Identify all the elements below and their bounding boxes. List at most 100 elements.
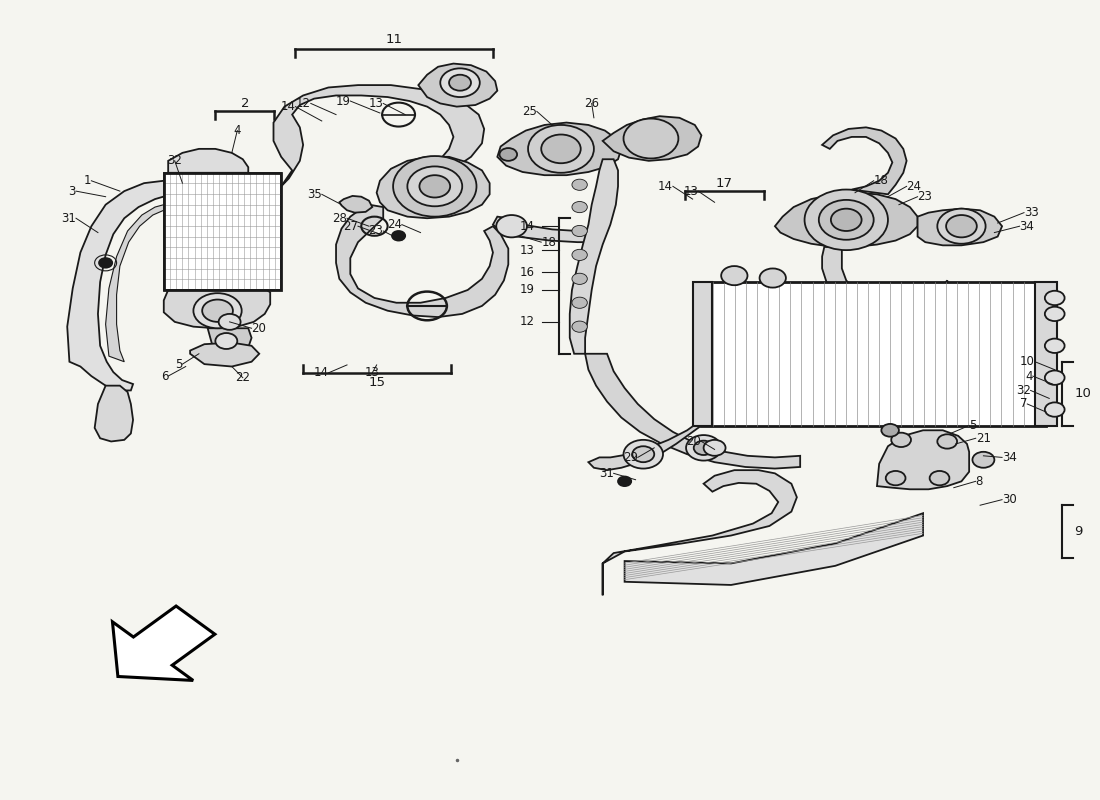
Circle shape bbox=[572, 250, 587, 261]
Circle shape bbox=[704, 440, 726, 456]
Text: 13: 13 bbox=[520, 244, 535, 257]
Text: 27: 27 bbox=[343, 220, 358, 233]
Circle shape bbox=[219, 314, 241, 330]
Circle shape bbox=[496, 215, 527, 238]
Text: 18: 18 bbox=[541, 236, 557, 249]
Text: 24: 24 bbox=[387, 218, 402, 231]
Polygon shape bbox=[376, 157, 490, 218]
Polygon shape bbox=[336, 205, 508, 317]
Polygon shape bbox=[822, 127, 906, 194]
Circle shape bbox=[572, 321, 587, 332]
Text: 5: 5 bbox=[969, 419, 977, 432]
Text: 31: 31 bbox=[598, 467, 614, 480]
Circle shape bbox=[419, 175, 450, 198]
Polygon shape bbox=[497, 122, 621, 175]
Circle shape bbox=[760, 269, 785, 287]
Text: 6: 6 bbox=[161, 370, 168, 382]
Polygon shape bbox=[339, 196, 372, 213]
Polygon shape bbox=[493, 217, 603, 242]
Circle shape bbox=[572, 297, 587, 308]
Circle shape bbox=[618, 477, 631, 486]
Text: 29: 29 bbox=[623, 451, 638, 464]
Circle shape bbox=[881, 424, 899, 437]
Circle shape bbox=[572, 274, 587, 285]
Circle shape bbox=[886, 471, 905, 486]
Text: 30: 30 bbox=[1002, 493, 1016, 506]
Polygon shape bbox=[106, 205, 164, 362]
Text: 23: 23 bbox=[368, 225, 383, 238]
Text: 14: 14 bbox=[280, 100, 296, 113]
Text: 35: 35 bbox=[307, 188, 322, 201]
Circle shape bbox=[541, 134, 581, 163]
Polygon shape bbox=[164, 173, 282, 290]
Polygon shape bbox=[774, 193, 917, 247]
Text: 4: 4 bbox=[233, 124, 241, 137]
Polygon shape bbox=[588, 420, 702, 470]
Text: 4: 4 bbox=[1025, 370, 1033, 382]
Text: 16: 16 bbox=[519, 266, 535, 279]
Text: 34: 34 bbox=[1020, 220, 1034, 233]
Text: 18: 18 bbox=[873, 174, 889, 187]
Circle shape bbox=[937, 209, 986, 244]
Polygon shape bbox=[208, 328, 252, 355]
Text: 15: 15 bbox=[368, 376, 385, 389]
Text: 13: 13 bbox=[368, 97, 383, 110]
Text: 19: 19 bbox=[336, 94, 350, 107]
Circle shape bbox=[804, 190, 888, 250]
Circle shape bbox=[891, 433, 911, 447]
Circle shape bbox=[440, 68, 480, 97]
Polygon shape bbox=[822, 247, 950, 314]
Polygon shape bbox=[603, 470, 796, 595]
Text: 28: 28 bbox=[332, 212, 346, 225]
Polygon shape bbox=[274, 85, 484, 186]
Text: 3: 3 bbox=[68, 185, 76, 198]
Text: 10: 10 bbox=[1075, 387, 1091, 400]
Polygon shape bbox=[702, 282, 1046, 426]
Circle shape bbox=[624, 118, 679, 158]
Polygon shape bbox=[190, 342, 260, 366]
Text: 25: 25 bbox=[522, 105, 537, 118]
Circle shape bbox=[572, 226, 587, 237]
Circle shape bbox=[686, 435, 722, 461]
Circle shape bbox=[99, 258, 112, 268]
Text: 9: 9 bbox=[1075, 525, 1082, 538]
Polygon shape bbox=[603, 116, 702, 161]
Bar bbox=[164, 173, 282, 290]
Circle shape bbox=[572, 179, 587, 190]
Circle shape bbox=[202, 299, 233, 322]
Polygon shape bbox=[917, 209, 1002, 246]
Circle shape bbox=[930, 471, 949, 486]
Circle shape bbox=[393, 156, 476, 217]
Circle shape bbox=[1045, 338, 1065, 353]
Circle shape bbox=[407, 166, 462, 206]
Circle shape bbox=[632, 446, 654, 462]
Circle shape bbox=[392, 231, 405, 241]
Text: 17: 17 bbox=[716, 177, 733, 190]
Text: 33: 33 bbox=[1024, 206, 1038, 219]
Circle shape bbox=[1045, 370, 1065, 385]
Circle shape bbox=[972, 452, 994, 468]
Circle shape bbox=[818, 200, 873, 240]
Text: 32: 32 bbox=[1015, 384, 1031, 397]
Text: 24: 24 bbox=[906, 180, 922, 193]
Circle shape bbox=[499, 148, 517, 161]
Circle shape bbox=[937, 434, 957, 449]
Text: 13: 13 bbox=[365, 366, 380, 379]
Text: 10: 10 bbox=[1020, 355, 1035, 368]
Text: 8: 8 bbox=[976, 475, 983, 488]
Text: 14: 14 bbox=[658, 180, 673, 193]
Circle shape bbox=[1045, 306, 1065, 321]
Text: 5: 5 bbox=[175, 358, 183, 370]
Text: 22: 22 bbox=[235, 371, 251, 384]
Text: 20: 20 bbox=[252, 322, 266, 334]
Circle shape bbox=[1045, 402, 1065, 417]
Text: 23: 23 bbox=[917, 190, 933, 203]
Text: 12: 12 bbox=[296, 97, 311, 110]
Polygon shape bbox=[625, 514, 923, 585]
Bar bbox=[1035, 282, 1057, 426]
Polygon shape bbox=[418, 63, 497, 106]
Text: 14: 14 bbox=[519, 220, 535, 233]
Polygon shape bbox=[164, 290, 271, 328]
Text: 7: 7 bbox=[1020, 398, 1027, 410]
Polygon shape bbox=[570, 159, 618, 354]
